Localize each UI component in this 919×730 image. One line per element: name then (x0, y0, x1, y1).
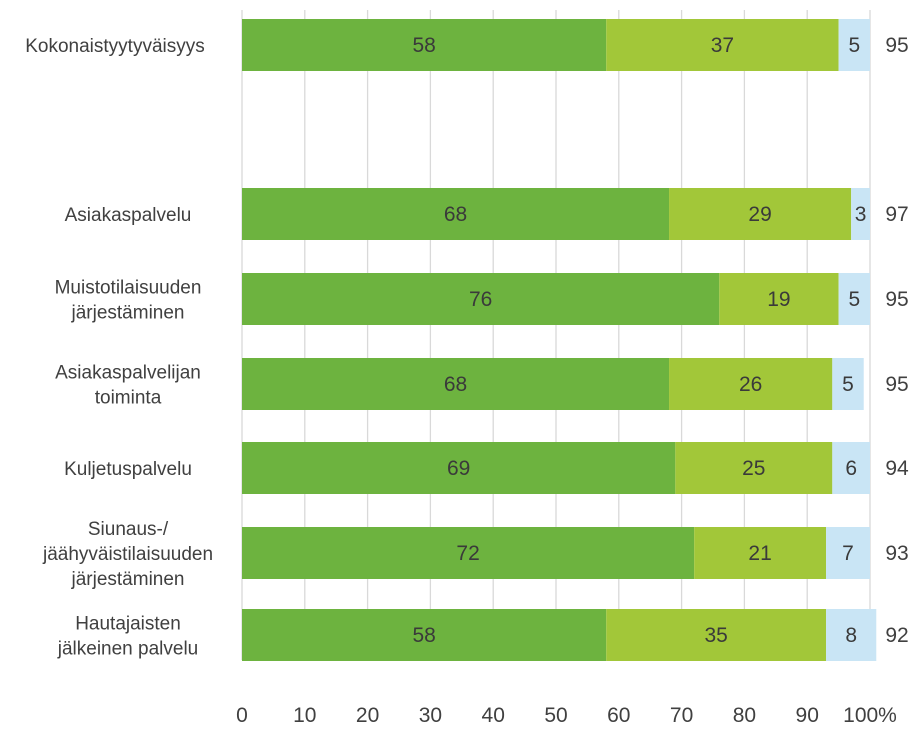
bar-segment-row6-series2 (826, 609, 877, 661)
bar-segment-row1-series0 (242, 188, 670, 240)
bar-segment-row2-series1 (719, 273, 839, 325)
bar-segment-row1-series1 (669, 188, 852, 240)
bar-segment-row1-series2 (851, 188, 870, 240)
category-label-2: Muistotilaisuuden järjestäminen (55, 278, 202, 324)
bar-value-label-row3-series2: 5 (842, 373, 854, 396)
bar-value-label-row4-series0: 69 (447, 457, 470, 480)
category-label-5: Siunaus-/jäähyväistilaisuuden järjestämin… (42, 519, 213, 590)
bar-value-label-row2-series2: 5 (848, 288, 860, 311)
bar-segment-row2-series2 (838, 273, 870, 325)
x-tick-label-10: 100% (843, 704, 897, 727)
bar-value-label-row0-series2: 5 (848, 34, 860, 57)
bar-value-label-row4-series1: 25 (742, 457, 765, 480)
x-tick-label-7: 70 (670, 704, 693, 727)
bar-value-label-row1-series0: 68 (444, 203, 467, 226)
category-label-6: Hautajaisten jälkeinen palvelu (57, 614, 199, 660)
bar-value-label-row6-series0: 58 (412, 624, 435, 647)
bar-segment-row3-series2 (832, 358, 864, 410)
bar-value-label-row0-series1: 37 (711, 34, 734, 57)
category-label-0: Kokonaistyytyväisyys (25, 36, 205, 57)
bar-segment-row2-series0 (242, 273, 720, 325)
total-label-3: 95 (885, 373, 908, 396)
bar-value-label-row5-series2: 7 (842, 542, 854, 565)
bar-label-layer: 58 37 5 68 29 3 76 19 5 68 26 5 69 25 6 72 21 7 58 35 8 (412, 34, 866, 647)
total-label-layer: 95 97 95 95 94 93 92 (885, 34, 909, 647)
total-label-2: 95 (885, 288, 908, 311)
bar-layer (242, 19, 877, 661)
bar-segment-row4-series2 (832, 442, 870, 494)
bar-value-label-row3-series0: 68 (444, 373, 467, 396)
bar-value-label-row5-series1: 21 (748, 542, 771, 565)
total-label-1: 97 (885, 203, 908, 226)
bar-segment-row5-series2 (826, 527, 870, 579)
bar-segment-row0-series0 (242, 19, 607, 71)
x-tick-label-1: 10 (293, 704, 316, 727)
bar-segment-row3-series1 (669, 358, 833, 410)
bar-value-label-row3-series1: 26 (739, 373, 762, 396)
bar-segment-row0-series1 (606, 19, 839, 71)
category-label-layer: Kokonaistyytyväisyys Asiakaspalvelu Muisto… (25, 36, 213, 660)
bar-value-label-row4-series2: 6 (845, 457, 857, 480)
bar-value-label-row2-series1: 19 (767, 288, 790, 311)
bar-value-label-row6-series2: 8 (845, 624, 857, 647)
bar-segment-row3-series0 (242, 358, 670, 410)
bar-segment-row5-series0 (242, 527, 695, 579)
bar-segment-row4-series0 (242, 442, 676, 494)
total-label-6: 92 (885, 624, 908, 647)
total-label-5: 93 (885, 542, 908, 565)
bar-value-label-row1-series2: 3 (855, 203, 867, 226)
bar-segment-row5-series1 (694, 527, 827, 579)
x-tick-label-6: 60 (607, 704, 630, 727)
x-tick-label-4: 40 (482, 704, 505, 727)
x-tick-label-8: 80 (733, 704, 756, 727)
bar-value-label-row0-series0: 58 (412, 34, 435, 57)
bar-segment-row6-series1 (606, 609, 827, 661)
x-tick-label-0: 0 (236, 704, 248, 727)
category-label-1: Asiakaspalvelu (65, 205, 192, 226)
bar-value-label-row5-series0: 72 (456, 542, 479, 565)
x-tick-label-9: 90 (796, 704, 819, 727)
bar-value-label-row6-series1: 35 (704, 624, 727, 647)
bar-segment-row4-series1 (675, 442, 833, 494)
x-tick-label-2: 20 (356, 704, 379, 727)
category-label-4: Kuljetuspalvelu (64, 459, 192, 480)
bar-value-label-row1-series1: 29 (748, 203, 771, 226)
total-label-4: 94 (885, 457, 909, 480)
x-axis-tick-layer: 0 10 20 30 40 50 60 70 80 90 100% (236, 704, 897, 727)
x-tick-label-5: 50 (544, 704, 567, 727)
total-label-0: 95 (885, 34, 908, 57)
bar-segment-row6-series0 (242, 609, 607, 661)
bar-value-label-row2-series0: 76 (469, 288, 492, 311)
x-tick-label-3: 30 (419, 704, 442, 727)
category-label-3: Asiakaspalvelijan toiminta (55, 363, 201, 409)
bar-segment-row0-series2 (838, 19, 870, 71)
